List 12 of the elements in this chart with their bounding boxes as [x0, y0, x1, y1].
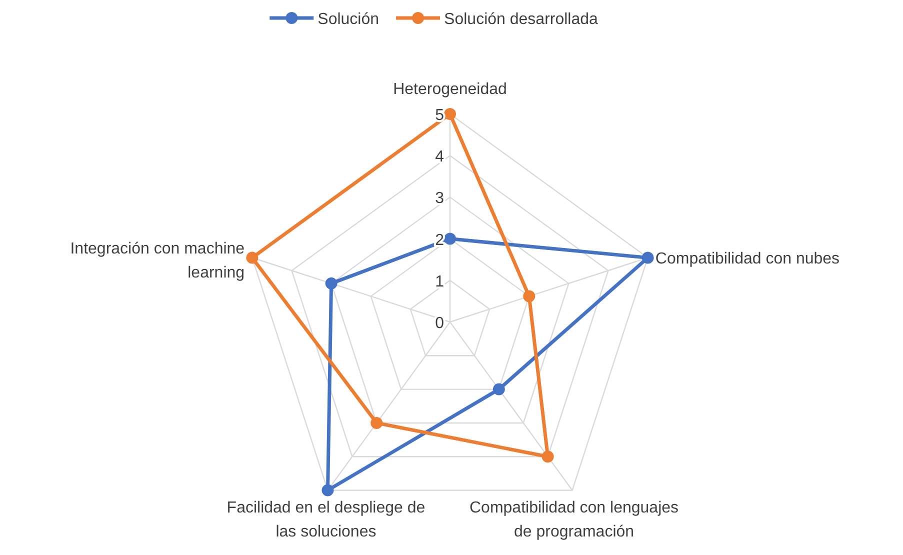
y-tick-label: 0 — [435, 315, 444, 332]
y-tick-label: 1 — [435, 273, 444, 290]
y-tick-label: 5 — [435, 107, 444, 124]
y-tick-label: 3 — [435, 190, 444, 208]
spoke-label: Compatibilidad con nubes — [655, 250, 840, 268]
legend-label: Solución desarrollada — [444, 11, 598, 28]
spoke-label: Integración con machine learning — [70, 240, 245, 282]
spoke-label: Facilidad en el despliege de las soluciones — [226, 499, 426, 540]
spoke-label: Heterogeneidad — [393, 81, 507, 98]
y-tick-label: 4 — [435, 148, 444, 166]
spoke-label: Compatibilidad con lenguajes de programación — [470, 499, 679, 540]
legend-label: Solución — [318, 11, 380, 28]
